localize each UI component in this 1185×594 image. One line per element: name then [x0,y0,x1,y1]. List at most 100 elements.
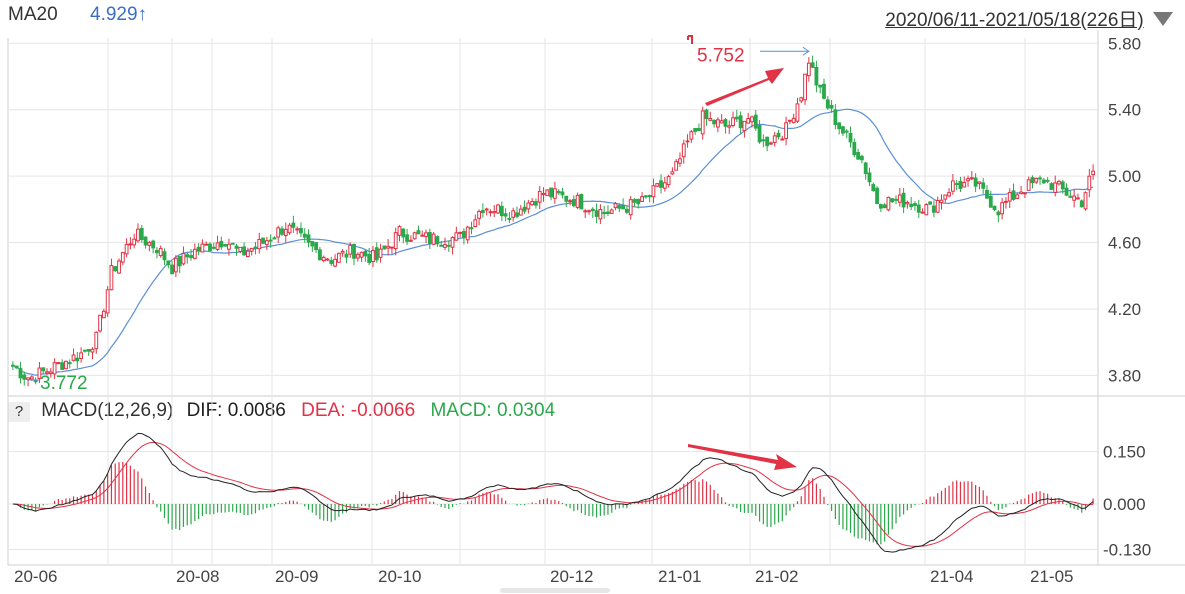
candle-body [746,118,751,124]
date-tick-label: 20-08 [176,567,219,586]
candle-body [105,289,110,314]
candle-body [799,97,804,102]
candle-body [628,199,633,216]
candle-body [393,232,398,250]
flag-marker [687,35,693,44]
candle-body [79,352,84,359]
candle-body [954,183,959,186]
candle-body [1049,183,1054,190]
candle-body [280,228,284,235]
candle-body [552,188,557,199]
candle-body [162,251,167,261]
candle-body [636,198,641,205]
candle-body [427,232,432,244]
candle-body [101,310,106,319]
candle-body [852,142,857,156]
trend-arrow-icon [705,68,784,106]
high-price-label: 5.752 [697,45,745,66]
candle-body [185,254,190,258]
candle-body [230,242,235,245]
candle-body [784,122,788,139]
candle-body [655,183,660,187]
candle-body [909,203,914,208]
candle-body [1022,192,1027,195]
candle-body [1053,182,1058,193]
candle-body [700,110,705,135]
high-arrow-icon [802,46,810,56]
candle-body [416,230,421,235]
candle-body [283,228,288,236]
candle-body [318,249,322,261]
candle-body [189,255,193,259]
candle-body [227,243,231,250]
date-range-selector[interactable]: 2020/06/11-2021/05/18(226日) [885,5,1173,31]
candle-body [590,208,595,212]
candle-body [939,199,944,204]
candle-body [424,232,428,237]
dropdown-triangle-icon[interactable] [1153,11,1173,26]
candle-body [405,234,409,242]
candle-body [503,213,508,217]
candle-body [454,232,459,241]
candle-body [806,62,811,77]
candle-body [371,249,375,262]
candle-body [386,245,391,249]
candle-body [147,241,152,246]
candle-body [776,132,781,138]
date-range-text[interactable]: 2020/06/11-2021/05/18(226日) [885,10,1144,31]
candle-body [355,253,360,259]
candle-body [901,192,906,208]
candle-body [1034,177,1039,183]
candle-body [37,367,42,380]
candle-body [64,360,68,370]
candle-body [863,162,868,175]
candle-body [242,246,246,256]
candle-body [662,182,667,189]
candle-body [1079,200,1084,208]
macd-lines [12,432,1094,553]
candle-body [920,211,925,214]
candle-body [67,362,72,365]
candle-body [1019,191,1023,195]
candle-body [359,251,364,258]
candle-body [643,195,648,198]
candle-body [382,245,387,250]
candle-body [60,362,65,370]
candle-body [950,180,955,192]
candle-body [314,242,319,250]
candle-body [897,194,902,203]
candle-body [22,374,27,380]
candle-body [245,250,250,257]
candle-body [253,246,258,249]
candle-body [329,260,334,264]
candle-body [621,205,626,210]
candle-body [1057,180,1061,185]
candle-body [814,66,819,86]
ma20-label: MA20 [8,4,58,25]
candle-body [136,228,140,242]
candle-body [973,177,978,187]
candle-body [192,248,197,259]
grid [7,30,1185,566]
help-button[interactable]: ? [8,402,30,422]
candle-body [170,264,174,275]
candle-body [522,206,527,212]
candle-body [886,196,891,211]
candle-body [473,219,478,228]
candle-body [1068,195,1073,198]
date-tick-label: 20-10 [378,567,421,586]
candle-body [825,99,830,109]
candle-body [1083,192,1088,210]
candle-body [560,191,565,196]
candle-body [1041,179,1046,184]
candle-body [166,260,171,266]
candle-body [71,354,76,361]
scrollbar-thumb[interactable] [500,588,610,593]
candle-body [480,210,485,214]
candle-body [878,204,883,209]
candle-body [1015,194,1020,199]
candle-body [719,120,724,124]
candle-body [833,109,838,125]
macd-tick-label: 0.000 [1103,495,1146,514]
